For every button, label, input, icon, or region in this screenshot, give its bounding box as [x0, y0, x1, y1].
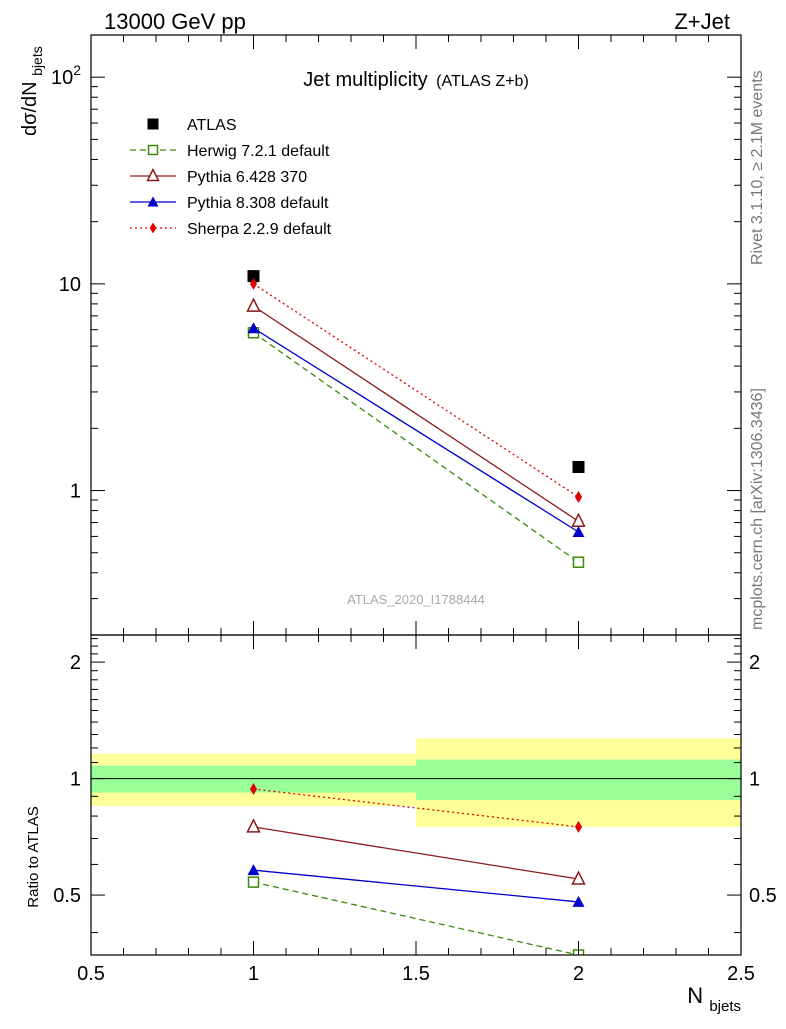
legend-label-1: Herwig 7.2.1 default [187, 143, 330, 160]
top-ylabel: dσ/dN bjets [19, 46, 45, 136]
ratio-ytick-label-0: 0.5 [53, 885, 81, 907]
data-series [246, 270, 586, 955]
top-ytick-label-2: 102 [51, 62, 81, 89]
legend-marker-2 [146, 167, 160, 182]
top-point-3-1 [572, 526, 585, 538]
ratio-ytick-label-2: 2 [70, 652, 81, 674]
legend-label-2: Pythia 6.428 370 [187, 169, 307, 186]
ratio-point-1-1 [571, 870, 586, 885]
legend: ATLAS Herwig 7.2.1 default Pythia 6.428 37… [130, 117, 332, 238]
top-ytick-label-base-1: 10 [59, 274, 81, 296]
legend-marker-4 [149, 222, 157, 234]
ratio-point-2-1 [572, 895, 585, 907]
ratio-ytick-label-right-1: 1 [749, 769, 760, 791]
top-point-2-0 [246, 297, 261, 312]
header-left: 13000 GeV pp [104, 9, 246, 34]
top-point-4-0 [249, 277, 258, 290]
top-point-0-1 [572, 460, 585, 473]
top-ylabel-sub: bjets [29, 46, 45, 76]
rivet-label: Rivet 3.1.10, ≥ 2.1M events [749, 70, 766, 265]
xtick-label-0: 0.5 [77, 963, 105, 985]
ratio-point-0-0 [247, 876, 260, 888]
xtick-label-1: 1 [248, 963, 259, 985]
ratio-point-2-0 [247, 864, 260, 876]
top-ytick-label-1: 10 [59, 274, 81, 296]
ratio-ytick-label-1: 1 [70, 769, 81, 791]
ratio-point-1-0 [246, 818, 261, 833]
ratio-ylabel: Ratio to ATLAS [25, 806, 42, 907]
top-point-3-0 [247, 322, 260, 334]
main-title: Jet multiplicity [303, 69, 427, 91]
band-inner-1 [416, 759, 741, 801]
xtick-label-3: 2 [573, 963, 584, 985]
xlabel-sub: bjets [709, 998, 741, 1015]
top-ylabel-main: dσ/dN [19, 81, 41, 136]
ratio-ytick-label-right-2: 2 [749, 652, 760, 674]
mcplots-label: mcplots.cern.ch [arXiv:1306.3436] [749, 388, 766, 630]
ratio-point-3-1 [574, 820, 583, 833]
top-ytick-label-base-2: 10 [51, 67, 73, 89]
xlabel: N bjets [687, 983, 741, 1015]
ratio-line-2 [253, 869, 579, 903]
main-subtitle: (ATLAS Z+b) [436, 73, 529, 90]
legend-marker-1 [147, 144, 159, 156]
top-ytick-label-sup-2: 2 [73, 62, 81, 78]
ratio-line-1 [253, 826, 579, 880]
ratio-ytick-label-right-0: 0.5 [749, 885, 777, 907]
top-series-group [246, 270, 586, 568]
top-line-1 [253, 332, 579, 563]
analysis-watermark: ATLAS_2020_I1788444 [347, 592, 485, 607]
top-point-0-0 [247, 270, 260, 283]
xtick-label-4: 2.5 [727, 963, 755, 985]
top-line-2 [253, 305, 579, 522]
xtick-label-2: 1.5 [402, 963, 430, 985]
ratio-line-0 [253, 881, 579, 955]
top-point-1-1 [572, 556, 585, 568]
legend-marker-3 [147, 196, 159, 207]
top-point-2-1 [571, 512, 586, 528]
ratio-bands [91, 738, 741, 827]
top-line-4 [253, 283, 579, 498]
header-right: Z+Jet [674, 9, 730, 34]
legend-label-0: ATLAS [187, 117, 237, 134]
xlabel-main: N [687, 983, 703, 1008]
main-title-group: Jet multiplicity (ATLAS Z+b) [303, 69, 529, 91]
ratio-point-3-0 [249, 782, 258, 795]
legend-marker-0 [147, 118, 159, 130]
top-line-3 [253, 327, 579, 533]
legend-label-4: Sherpa 2.2.9 default [187, 221, 332, 238]
top-point-4-1 [574, 491, 583, 504]
legend-label-3: Pythia 8.308 default [187, 195, 329, 212]
top-ytick-label-base-0: 1 [70, 481, 81, 503]
top-ytick-label-0: 1 [70, 481, 81, 503]
